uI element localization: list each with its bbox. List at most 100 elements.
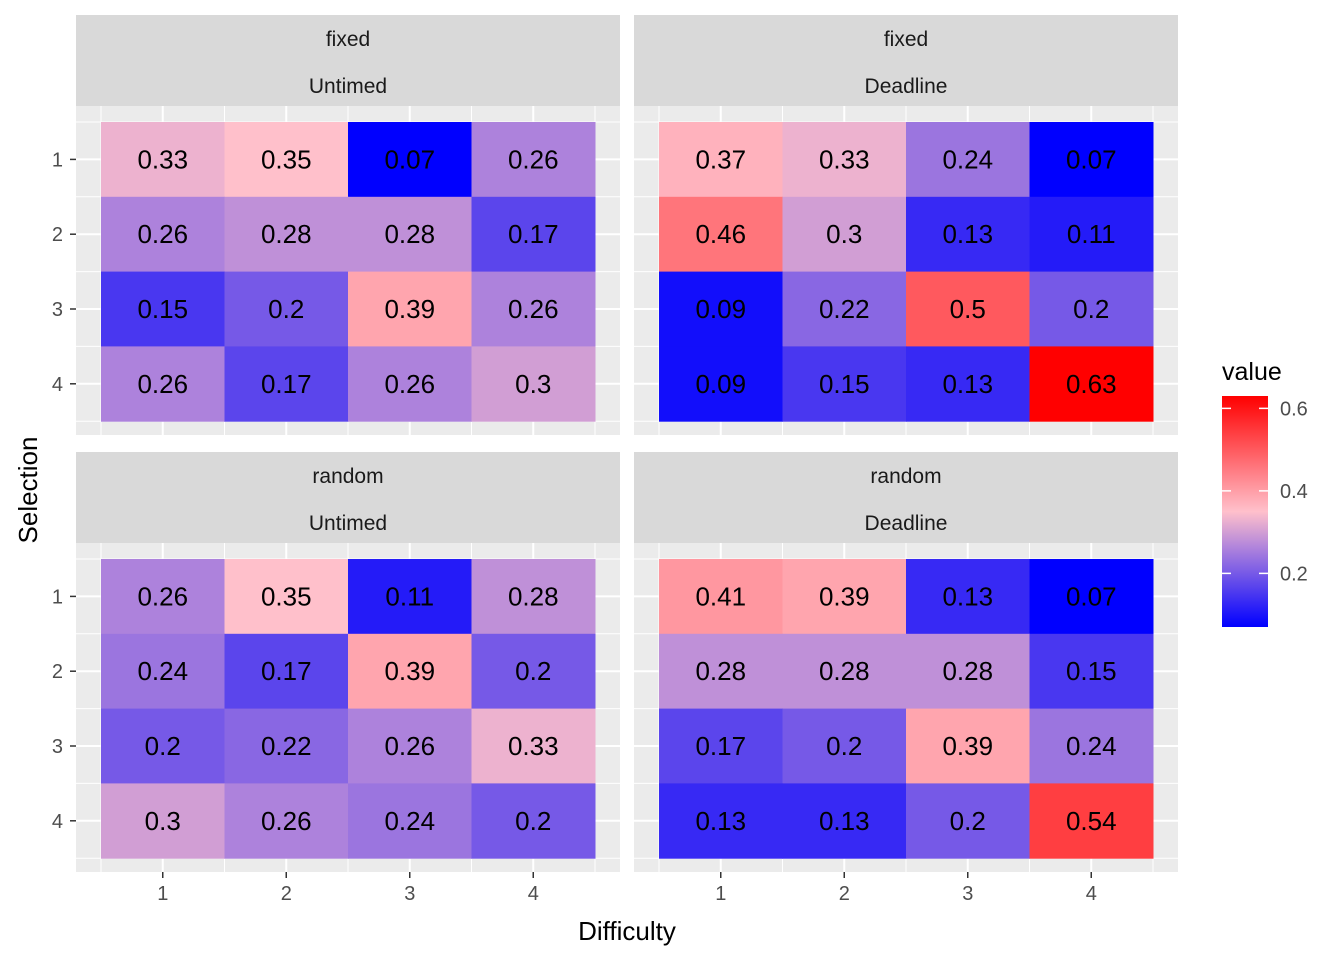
heatmap-cell-label: 0.2 bbox=[515, 656, 551, 686]
heatmap-cell-label: 0.11 bbox=[1067, 219, 1116, 249]
heatmap-cell-label: 0.09 bbox=[695, 369, 746, 399]
heatmap-cell-label: 0.13 bbox=[695, 806, 746, 836]
heatmap-cell-label: 0.17 bbox=[695, 731, 746, 761]
heatmap-cell-label: 0.15 bbox=[1066, 656, 1117, 686]
heatmap-cell bbox=[224, 708, 349, 784]
heatmap-cell bbox=[101, 783, 225, 859]
heatmap-cell bbox=[471, 708, 596, 784]
heatmap-cell bbox=[906, 783, 1030, 859]
heatmap-cell-label: 0.28 bbox=[384, 219, 435, 249]
heatmap-cell bbox=[224, 346, 349, 422]
heatmap-cell bbox=[348, 271, 472, 347]
heatmap-cell-label: 0.26 bbox=[137, 369, 188, 399]
color-legend: value 0.6 0.4 0.2 bbox=[1222, 358, 1308, 627]
heatmap-cell bbox=[782, 271, 907, 347]
heatmap-cell-label: 0.37 bbox=[695, 144, 746, 174]
facet-fixed-deadline: fixed Deadline 0.37 0.33 0.24 0.07 0.46 0.3 0.13… bbox=[634, 15, 1178, 435]
heatmap-cell-label: 0.07 bbox=[1066, 144, 1117, 174]
heatmap-cell-label: 0.28 bbox=[942, 656, 993, 686]
heatmap-cell bbox=[906, 122, 1030, 198]
facet-strip-label-bottom: Deadline bbox=[865, 512, 948, 535]
heatmap-cell bbox=[471, 122, 596, 198]
facet-strip-label-bottom: Deadline bbox=[865, 75, 948, 98]
heatmap-cell-label: 0.26 bbox=[508, 144, 559, 174]
heatmap-cell-label: 0.26 bbox=[384, 731, 435, 761]
heatmap-cell-label: 0.28 bbox=[695, 656, 746, 686]
facet-strip bbox=[634, 452, 1178, 543]
legend-tick-label: 0.2 bbox=[1280, 563, 1308, 585]
x-tick-label: 4 bbox=[1086, 883, 1097, 905]
heatmap-cell bbox=[659, 708, 783, 784]
heatmap-cell-label: 0.3 bbox=[515, 369, 551, 399]
heatmap-cell bbox=[1029, 559, 1154, 635]
x-tick-label: 3 bbox=[962, 883, 973, 905]
heatmap-cell-label: 0.35 bbox=[261, 144, 312, 174]
heatmap-cell-label: 0.3 bbox=[145, 806, 181, 836]
heatmap-cell-label: 0.09 bbox=[695, 294, 746, 324]
heatmap-cell-label: 0.26 bbox=[137, 219, 188, 249]
heatmap-cell-label: 0.5 bbox=[950, 294, 986, 324]
heatmap-cell-label: 0.33 bbox=[137, 144, 188, 174]
heatmap-cell-label: 0.22 bbox=[261, 731, 312, 761]
heatmap-cell bbox=[906, 708, 1030, 784]
x-tick-label: 1 bbox=[157, 883, 168, 905]
y-axis-title: Selection bbox=[13, 437, 43, 544]
heatmap-cell bbox=[782, 783, 907, 859]
y-tick-label: 4 bbox=[52, 374, 63, 396]
heatmap-cell-label: 0.17 bbox=[261, 656, 312, 686]
heatmap-cell-label: 0.39 bbox=[819, 581, 870, 611]
x-tick-label: 3 bbox=[404, 883, 415, 905]
heatmap-cell-label: 0.13 bbox=[819, 806, 870, 836]
heatmap-cell bbox=[659, 346, 783, 422]
heatmap-cell bbox=[101, 633, 225, 710]
heatmap-cell bbox=[471, 633, 596, 710]
y-tick-label: 1 bbox=[52, 586, 63, 608]
heatmap-cell bbox=[224, 633, 349, 710]
legend-tick-label: 0.6 bbox=[1280, 398, 1308, 420]
heatmap-cell bbox=[348, 196, 472, 273]
facet-strip bbox=[76, 452, 620, 543]
heatmap-cell bbox=[224, 783, 349, 859]
heatmap-cell bbox=[471, 196, 596, 273]
heatmap-cell-label: 0.2 bbox=[826, 731, 862, 761]
heatmap-cell bbox=[101, 708, 225, 784]
heatmap-cell-label: 0.28 bbox=[819, 656, 870, 686]
heatmap-cell-label: 0.13 bbox=[942, 219, 993, 249]
heatmap-cell bbox=[471, 559, 596, 635]
heatmap-cell bbox=[101, 271, 225, 347]
heatmap-cell bbox=[348, 633, 472, 710]
facet-strip-label-bottom: Untimed bbox=[309, 512, 387, 535]
heatmap-cell-label: 0.46 bbox=[695, 219, 746, 249]
y-tick-label: 3 bbox=[52, 736, 63, 758]
heatmap-cell-label: 0.24 bbox=[137, 656, 188, 686]
heatmap-cell bbox=[224, 196, 349, 273]
facet-strip bbox=[634, 15, 1178, 106]
facet-random-deadline: random Deadline 0.41 0.39 0.13 0.07 0.28 0.28 0.… bbox=[634, 452, 1178, 905]
heatmap-cell-label: 0.35 bbox=[261, 581, 312, 611]
heatmap-cell-label: 0.26 bbox=[384, 369, 435, 399]
heatmap-cell-label: 0.07 bbox=[384, 144, 435, 174]
heatmap-cell-label: 0.54 bbox=[1066, 806, 1117, 836]
heatmap-cell bbox=[348, 708, 472, 784]
heatmap-cell-label: 0.24 bbox=[1066, 731, 1117, 761]
heatmap-cell-label: 0.28 bbox=[508, 581, 559, 611]
heatmap-cell bbox=[782, 346, 907, 422]
heatmap-cell-label: 0.2 bbox=[1073, 294, 1109, 324]
heatmap-cell bbox=[348, 559, 472, 635]
heatmap-cell bbox=[101, 346, 225, 422]
heatmap-cell bbox=[224, 271, 349, 347]
heatmap-cell bbox=[224, 559, 349, 635]
heatmap-cell bbox=[471, 346, 596, 422]
heatmap-cell-label: 0.39 bbox=[384, 294, 435, 324]
heatmap-cell bbox=[659, 122, 783, 198]
x-tick-label: 2 bbox=[839, 883, 850, 905]
heatmap-cell-label: 0.33 bbox=[508, 731, 559, 761]
heatmap-cell bbox=[1029, 708, 1154, 784]
x-tick-label: 4 bbox=[528, 883, 539, 905]
heatmap-cell bbox=[471, 271, 596, 347]
heatmap-cell-label: 0.24 bbox=[384, 806, 435, 836]
